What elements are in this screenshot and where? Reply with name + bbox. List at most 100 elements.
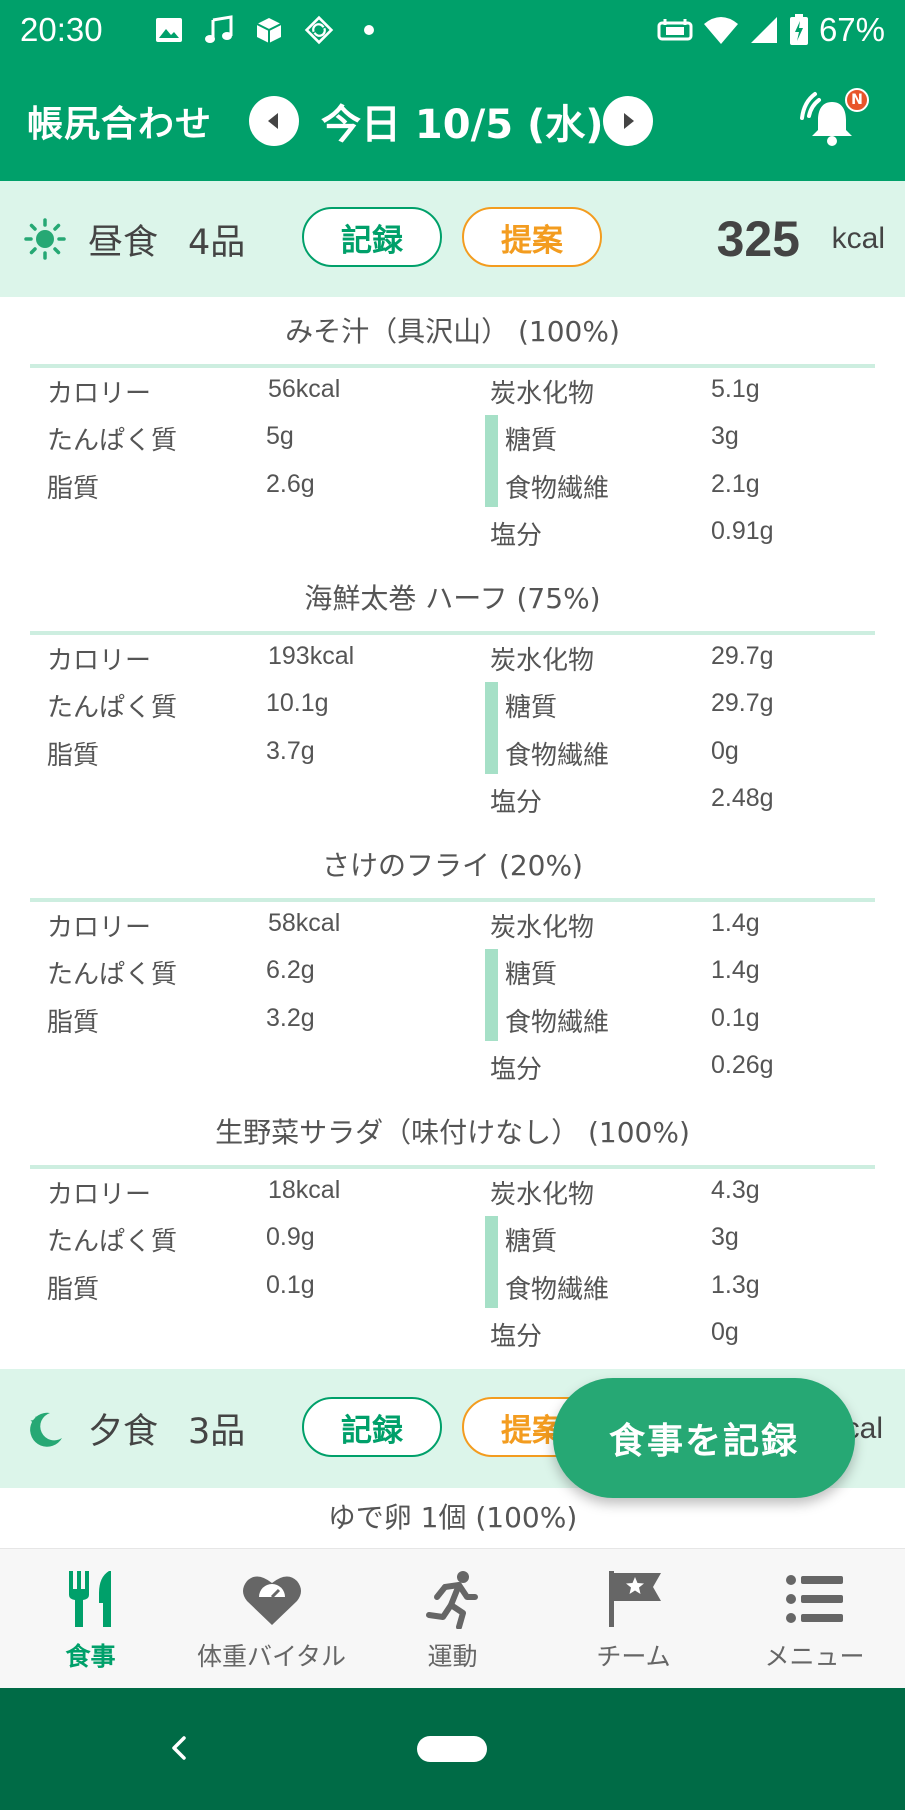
next-day-button[interactable]: [603, 95, 653, 146]
lunch-header: 昼食 4品 記録 提案 325 kcal: [0, 181, 905, 297]
sugar-value: 3g: [711, 1223, 739, 1251]
battery-percent: 67%: [818, 11, 885, 48]
tab-team[interactable]: チーム: [543, 1549, 724, 1688]
food-item[interactable]: みそ汁（具沢山） (100%) カロリー 56kcal たんぱく質 5g 脂質 …: [0, 301, 905, 568]
calorie-label: カロリー: [47, 913, 152, 943]
calorie-value: 18kcal: [268, 1176, 341, 1204]
record-button[interactable]: 記録: [302, 1397, 442, 1457]
tab-label: 体重バイタル: [196, 1642, 346, 1671]
app-bar: 帳尻合わせ 今日 10/5 (水) N: [0, 60, 905, 181]
dot-icon: [354, 15, 384, 45]
meal-name: 昼食: [88, 222, 159, 263]
carb-value: 1.4g: [711, 909, 760, 937]
fiber-value: 1.3g: [711, 1271, 760, 1299]
flag-star-icon: [602, 1567, 666, 1631]
calorie-value: 56kcal: [268, 375, 341, 403]
list-icon: [783, 1567, 847, 1631]
clock: 20:30: [20, 11, 103, 48]
fat-label: 脂質: [47, 1275, 100, 1305]
notification-badge: N: [845, 88, 869, 112]
food-item[interactable]: 海鮮太巻 ハーフ (75%) カロリー 193kcal たんぱく質 10.1g …: [0, 568, 905, 835]
divider: [30, 1165, 875, 1169]
protein-label: たんぱく質: [47, 960, 178, 990]
salt-label: 塩分: [490, 788, 543, 818]
sub-nutrient-bar: [485, 415, 498, 507]
carb-label: 炭水化物: [490, 913, 595, 943]
calorie-label: カロリー: [47, 379, 152, 409]
salt-value: 0.91g: [711, 517, 774, 545]
meal-item-count: 3品: [188, 1412, 246, 1452]
moon-icon: [24, 1408, 66, 1450]
vpn-icon: [657, 15, 693, 45]
notification-button[interactable]: N: [799, 88, 869, 150]
tab-label: 運動: [427, 1642, 478, 1671]
sub-nutrient-bar: [485, 682, 498, 774]
fat-label: 脂質: [47, 741, 100, 771]
carb-value: 29.7g: [711, 642, 774, 670]
food-item[interactable]: 生野菜サラダ（味付けなし） (100%) カロリー 18kcal たんぱく質 0…: [0, 1102, 905, 1369]
protein-label: たんぱく質: [47, 1227, 178, 1257]
page-title: 帳尻合わせ: [27, 103, 213, 145]
sync-icon: [304, 15, 334, 45]
sub-nutrient-bar: [485, 949, 498, 1041]
fork-knife-icon: [59, 1567, 123, 1631]
system-nav-bar: [0, 1688, 905, 1810]
divider: [30, 364, 875, 368]
sugar-label: 糖質: [505, 426, 558, 456]
food-item[interactable]: さけのフライ (20%) カロリー 58kcal たんぱく質 6.2g 脂質 3…: [0, 835, 905, 1102]
salt-label: 塩分: [490, 1055, 543, 1085]
sun-icon: [24, 218, 66, 260]
protein-label: たんぱく質: [47, 693, 178, 723]
food-name[interactable]: ゆで卵 1個 (100%): [327, 1501, 578, 1534]
fat-label: 脂質: [47, 474, 100, 504]
sugar-label: 糖質: [505, 1227, 558, 1257]
fiber-label: 食物繊維: [505, 1008, 610, 1038]
fat-label: 脂質: [47, 1008, 100, 1038]
salt-value: 0.26g: [711, 1051, 774, 1079]
divider: [30, 631, 875, 635]
food-name: 生野菜サラダ（味付けなし） (100%): [215, 1116, 690, 1149]
tab-exercise[interactable]: 運動: [362, 1549, 543, 1688]
sugar-value: 29.7g: [711, 689, 774, 717]
fat-value: 0.1g: [266, 1271, 315, 1299]
tab-label: チーム: [596, 1642, 671, 1671]
protein-value: 6.2g: [266, 956, 315, 984]
salt-label: 塩分: [490, 521, 543, 551]
suggest-button[interactable]: 提案: [462, 207, 602, 267]
record-button[interactable]: 記録: [302, 207, 442, 267]
tab-meal[interactable]: 食事: [0, 1549, 181, 1688]
music-note-icon: [204, 15, 234, 45]
prev-day-button[interactable]: [249, 95, 299, 146]
sugar-value: 3g: [711, 422, 739, 450]
meal-name: 夕食: [88, 1412, 159, 1452]
sugar-value: 1.4g: [711, 956, 760, 984]
signal-icon: [749, 15, 779, 45]
fiber-label: 食物繊維: [505, 1275, 610, 1305]
fiber-value: 2.1g: [711, 470, 760, 498]
meal-item-count: 4品: [188, 222, 246, 263]
salt-value: 2.48g: [711, 784, 774, 812]
calorie-value: 58kcal: [268, 909, 341, 937]
tab-weight-vitals[interactable]: 体重バイタル: [181, 1549, 362, 1688]
carb-label: 炭水化物: [490, 379, 595, 409]
salt-value: 0g: [711, 1318, 739, 1346]
carb-value: 5.1g: [711, 375, 760, 403]
home-button[interactable]: [417, 1736, 487, 1762]
calorie-label: カロリー: [47, 1180, 152, 1210]
status-bar: 20:30 67%: [0, 0, 905, 60]
tab-menu[interactable]: メニュー: [724, 1549, 905, 1688]
running-icon: [421, 1567, 485, 1631]
fiber-value: 0g: [711, 737, 739, 765]
date-label[interactable]: 今日 10/5 (水): [321, 101, 604, 148]
sugar-label: 糖質: [505, 960, 558, 990]
protein-value: 0.9g: [266, 1223, 315, 1251]
record-meal-button[interactable]: 食事を記録: [553, 1378, 855, 1498]
carb-label: 炭水化物: [490, 1180, 595, 1210]
meal-kcal-value: 325: [716, 211, 800, 267]
food-name: みそ汁（具沢山） (100%): [285, 315, 620, 348]
meal-kcal-unit: kcal: [831, 222, 885, 255]
heart-scale-icon: [240, 1567, 304, 1631]
back-icon[interactable]: [160, 1728, 200, 1768]
bottom-nav: 食事 体重バイタル 運動: [0, 1548, 905, 1688]
box-icon: [254, 15, 284, 45]
